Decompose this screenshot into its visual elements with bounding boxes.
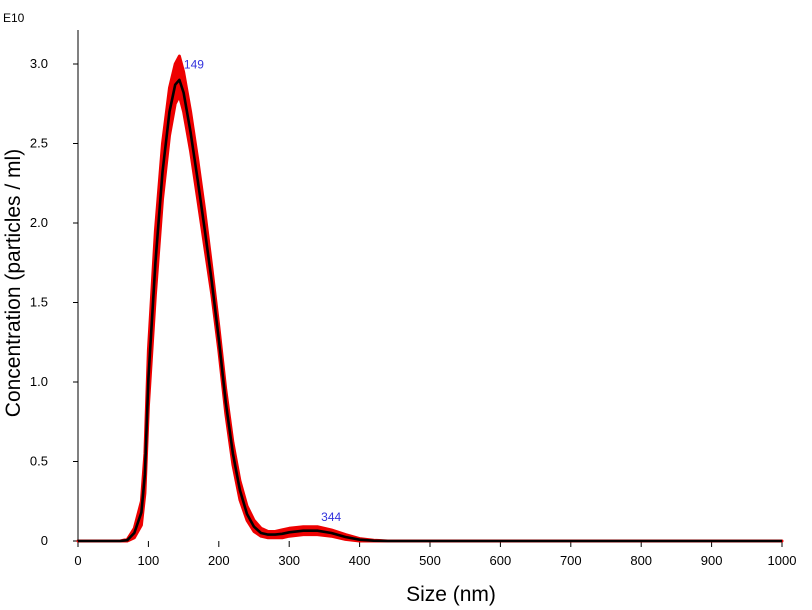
- mean-line: [78, 78, 782, 543]
- series-layer: [76, 54, 784, 543]
- x-tick-label: 600: [490, 553, 512, 568]
- y-tick-label: 2.5: [30, 136, 48, 151]
- x-tick-label: 400: [349, 553, 371, 568]
- y-tick-label: 2.0: [30, 215, 48, 230]
- y-axis-ticks: 0 0.5 1.0 1.5 2.0 2.5 3.0: [30, 56, 78, 548]
- y-tick-label: 0: [41, 533, 48, 548]
- x-tick-label: 900: [701, 553, 723, 568]
- y-tick-label: 1.5: [30, 295, 48, 310]
- x-tick-label: 0: [74, 553, 81, 568]
- peak-label: 344: [321, 510, 341, 524]
- x-tick-label: 800: [630, 553, 652, 568]
- y-axis-title: Concentration (particles / ml): [2, 149, 25, 417]
- y-tick-label: 1.0: [30, 374, 48, 389]
- y-tick-label: 3.0: [30, 56, 48, 71]
- y-exponent-label: E10: [3, 11, 25, 25]
- y-tick-label: 0.5: [30, 454, 48, 469]
- x-tick-label: 1000: [768, 553, 797, 568]
- x-tick-label: 700: [560, 553, 582, 568]
- x-tick-label: 200: [208, 553, 230, 568]
- x-axis-ticks: 0 100 200 300 400 500 600 700 800 900 1000: [74, 541, 796, 568]
- x-tick-label: 300: [278, 553, 300, 568]
- x-axis-title: Size (nm): [406, 583, 496, 606]
- peak-label: 149: [184, 58, 204, 72]
- x-tick-label: 100: [138, 553, 160, 568]
- x-tick-label: 500: [419, 553, 441, 568]
- error-band: [76, 54, 784, 543]
- peak-annotations: 149 344: [184, 58, 342, 524]
